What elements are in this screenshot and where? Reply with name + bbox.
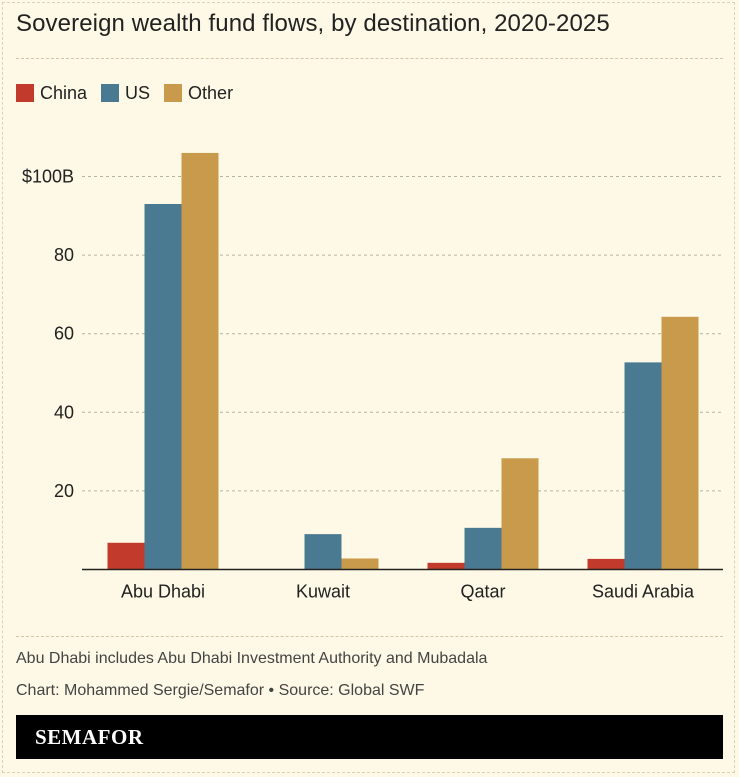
bar-chart: 20 40 60 80 $100B Abu Dhabi Kuwait Qatar Saudi A… bbox=[22, 152, 723, 602]
chart-credit: Chart: Mohammed Sergie/Semafor • Source:… bbox=[16, 682, 425, 699]
legend-item-other: Other bbox=[164, 83, 233, 104]
notes-divider bbox=[16, 636, 723, 637]
bar-china-abu-dhabi bbox=[107, 542, 145, 570]
y-tick-label: 20 bbox=[54, 481, 74, 501]
title-divider bbox=[16, 58, 723, 59]
x-tick-label: Qatar bbox=[460, 582, 505, 602]
chart-note: Abu Dhabi includes Abu Dhabi Investment … bbox=[16, 650, 488, 667]
legend-swatch-china bbox=[16, 84, 34, 102]
y-tick-label: $100B bbox=[22, 167, 74, 187]
bar-china-saudi-arabia bbox=[587, 558, 625, 570]
x-tick-label: Kuwait bbox=[296, 582, 350, 602]
bar-other-saudi-arabia bbox=[661, 316, 699, 570]
legend-item-china: China bbox=[16, 83, 87, 104]
bar-other-kuwait bbox=[341, 558, 379, 570]
x-tick-label: Abu Dhabi bbox=[121, 582, 205, 602]
bar-us-saudi-arabia bbox=[624, 362, 662, 570]
footer-bar: SEMAFOR bbox=[16, 715, 723, 759]
y-tick-label: 80 bbox=[54, 245, 74, 265]
bar-other-qatar bbox=[501, 458, 539, 570]
y-tick-label: 40 bbox=[54, 402, 74, 422]
chart-title: Sovereign wealth fund flows, by destinat… bbox=[16, 10, 610, 37]
bar-us-qatar bbox=[464, 527, 502, 570]
legend-label-china: China bbox=[40, 82, 88, 103]
legend-swatch-other bbox=[164, 84, 183, 102]
semafor-logo: SEMAFOR bbox=[35, 724, 144, 749]
bar-us-abu-dhabi bbox=[144, 204, 182, 570]
legend-label-us: US bbox=[125, 82, 151, 103]
y-tick-label: 60 bbox=[54, 324, 74, 344]
bar-us-kuwait bbox=[304, 534, 342, 570]
legend-label-other: Other bbox=[188, 82, 234, 103]
legend: China US Other bbox=[16, 82, 247, 104]
bar-other-abu-dhabi bbox=[181, 152, 219, 570]
x-tick-label: Saudi Arabia bbox=[592, 582, 695, 602]
legend-item-us: US bbox=[101, 83, 150, 104]
bar-china-qatar bbox=[427, 562, 465, 570]
legend-swatch-us bbox=[101, 84, 120, 102]
